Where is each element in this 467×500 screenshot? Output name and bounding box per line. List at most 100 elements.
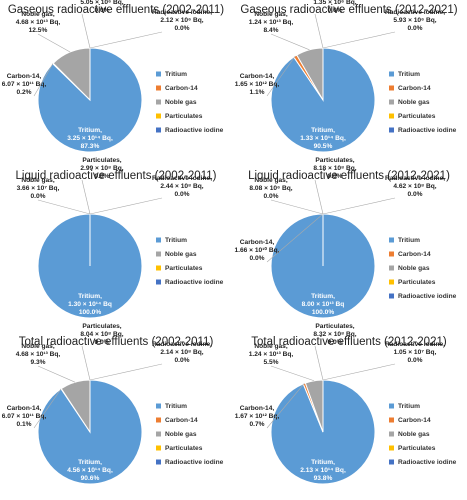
- leader-line: [81, 179, 91, 215]
- legend-label: Particulates: [165, 445, 203, 452]
- legend-marker: [156, 71, 161, 77]
- data-label: 0.0%: [327, 173, 342, 180]
- data-label: 0.1%: [16, 421, 31, 428]
- chart-title: Gaseous radioactive effluents (2002-2011…: [8, 4, 224, 16]
- legend-marker: [389, 279, 394, 285]
- legend-label: Tritium: [165, 237, 187, 244]
- legend-label: Radioactive iodine: [398, 293, 457, 300]
- legend-label: Tritium: [398, 237, 420, 244]
- data-label: 1.35 × 10⁶ Bq,: [313, 0, 356, 6]
- data-label: Particulates,: [82, 323, 121, 330]
- data-label: Radioactive iodine,: [152, 175, 212, 182]
- legend-label: Particulates: [398, 279, 436, 286]
- leader-line: [314, 345, 324, 381]
- data-label: Carbon-14,: [7, 73, 42, 80]
- data-label: 2.44 × 10⁸ Bq,: [160, 183, 203, 190]
- leader-line: [322, 197, 396, 215]
- data-label: Noble gas,: [21, 11, 55, 18]
- legend-marker: [389, 431, 394, 437]
- data-label: 100.0%: [312, 309, 335, 316]
- legend-label: Radioactive iodine: [165, 279, 224, 286]
- data-label: Radioactive iodine,: [385, 341, 445, 348]
- data-label: 3.25 × 10¹⁴ Bq,: [67, 135, 113, 142]
- chart-title: Total radioactive effluents (2012-2021): [251, 336, 447, 348]
- leader-line: [270, 33, 310, 51]
- legend-marker: [389, 293, 394, 299]
- data-label: 4.68 × 10¹³ Bq,: [16, 19, 61, 26]
- legend-label: Tritium: [398, 403, 420, 410]
- data-label: Radioactive iodine,: [385, 175, 445, 182]
- data-label: 6.07 × 10¹¹ Bq,: [2, 81, 47, 88]
- legend-label: Carbon-14: [165, 417, 198, 424]
- legend-marker: [389, 265, 394, 271]
- data-label: Tritium,: [78, 127, 102, 134]
- leader-line: [266, 55, 296, 97]
- legend-marker: [389, 445, 394, 451]
- legend-label: Noble gas: [165, 251, 197, 258]
- data-label: 0.0%: [94, 173, 109, 180]
- data-label: 5.05 × 10⁶ Bq,: [80, 0, 123, 6]
- data-label: 5.93 × 10⁶ Bq,: [393, 17, 436, 24]
- data-label: Carbon-14,: [240, 405, 275, 412]
- panel: Total radioactive effluents (2012-2021) T…: [235, 323, 457, 485]
- legend-marker: [156, 431, 161, 437]
- data-label: 0.0%: [327, 339, 342, 346]
- legend-marker: [389, 113, 394, 119]
- leader-line: [89, 363, 163, 381]
- data-label: Tritium,: [311, 293, 335, 300]
- data-label: 8.4%: [263, 27, 278, 34]
- leader-line: [89, 197, 163, 215]
- legend-marker: [389, 71, 394, 77]
- data-label: 90.5%: [314, 143, 333, 150]
- data-label: 8.04 × 10⁸ Bq,: [80, 331, 123, 338]
- legend-marker: [156, 459, 161, 465]
- data-label: 8.08 × 10⁶ Bq,: [249, 185, 292, 192]
- data-label: Carbon-14,: [240, 239, 275, 246]
- data-label: 3.66 × 10⁷ Bq,: [17, 185, 60, 192]
- data-label: Noble gas,: [21, 343, 55, 350]
- data-label: 0.0%: [263, 193, 278, 200]
- legend-label: Carbon-14: [398, 251, 431, 258]
- data-label: 93.8%: [314, 475, 333, 482]
- legend-marker: [389, 251, 394, 257]
- chart-title: Liquid radioactive effluents (2002-2011): [16, 170, 217, 182]
- leader-line: [314, 13, 324, 49]
- panel: Gaseous radioactive effluents (2012-2021…: [235, 0, 458, 153]
- legend-label: Particulates: [398, 113, 436, 120]
- legend-label: Noble gas: [165, 99, 197, 106]
- data-label: 1.33 × 10¹⁴ Bq,: [300, 135, 346, 142]
- legend-marker: [389, 127, 394, 133]
- legend-label: Tritium: [165, 403, 187, 410]
- data-label: Noble gas,: [254, 177, 288, 184]
- data-label: 4.62 × 10⁸ Bq,: [393, 183, 436, 190]
- data-label: Tritium,: [78, 293, 102, 300]
- data-label: 0.0%: [174, 25, 189, 32]
- legend-marker: [156, 113, 161, 119]
- panel: Gaseous radioactive effluents (2002-2011…: [2, 0, 224, 153]
- data-label: 0.0%: [407, 25, 422, 32]
- legend-label: Noble gas: [398, 431, 430, 438]
- data-label: 2.14 × 10⁸ Bq,: [160, 349, 203, 356]
- data-label: 0.0%: [174, 191, 189, 198]
- data-label: 2.99 × 10⁸ Bq,: [80, 165, 123, 172]
- legend-marker: [156, 99, 161, 105]
- data-label: Noble gas,: [21, 177, 55, 184]
- data-label: 9.3%: [30, 359, 45, 366]
- leader-line: [266, 213, 324, 263]
- data-label: Radioactive iodine,: [385, 9, 445, 16]
- legend-label: Radioactive iodine: [165, 459, 224, 466]
- legend-marker: [389, 85, 394, 91]
- data-label: Particulates,: [315, 323, 354, 330]
- leader-line: [270, 365, 315, 382]
- chart-title: Gaseous radioactive effluents (2012-2021…: [240, 4, 457, 16]
- legend-label: Noble gas: [398, 265, 430, 272]
- data-label: 1.1%: [249, 89, 264, 96]
- data-label: Noble gas,: [254, 11, 288, 18]
- legend-label: Carbon-14: [165, 85, 198, 92]
- data-label: 0.0%: [407, 191, 422, 198]
- data-label: 6.07 × 10¹¹ Bq,: [2, 413, 47, 420]
- data-label: 87.3%: [81, 143, 100, 150]
- data-label: 4.56 × 10¹⁴ Bq,: [67, 467, 113, 474]
- leader-line: [33, 388, 62, 429]
- data-label: Carbon-14,: [7, 405, 42, 412]
